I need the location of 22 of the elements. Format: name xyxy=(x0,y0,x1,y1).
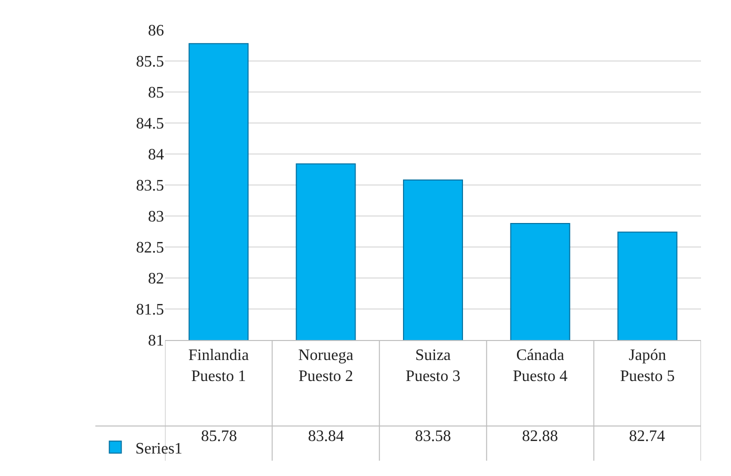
y-tick-label: 81 xyxy=(148,332,164,350)
legend-label: Series1 xyxy=(135,440,182,458)
x-tick-label: Japón Puesto 5 xyxy=(620,347,675,385)
y-tick-label: 84.5 xyxy=(136,116,164,133)
y-tick-label: 83.5 xyxy=(136,178,164,195)
y-tick-label: 81.5 xyxy=(136,302,164,319)
y-tick-label: 86 xyxy=(148,22,164,40)
data-label: 83.58 xyxy=(415,428,451,445)
y-tick-label: 85.5 xyxy=(136,54,164,71)
y-tick-label: 83 xyxy=(148,208,164,226)
data-label: 83.84 xyxy=(308,428,344,445)
y-tick-label: 84 xyxy=(148,146,164,164)
x-tick-label: Suiza Puesto 3 xyxy=(406,347,460,385)
y-tick-label: 82 xyxy=(148,270,164,288)
y-tick-label: 85 xyxy=(148,84,164,102)
x-tick-label: Noruega Puesto 2 xyxy=(298,347,354,385)
data-label: 85.78 xyxy=(201,428,237,445)
y-tick-label: 82.5 xyxy=(136,240,164,257)
x-tick-label: Cánada Puesto 4 xyxy=(512,347,568,385)
data-label: 82.88 xyxy=(522,428,558,445)
x-tick-label: Finlandia Puesto 1 xyxy=(188,347,249,385)
data-label: 82.74 xyxy=(629,428,665,445)
